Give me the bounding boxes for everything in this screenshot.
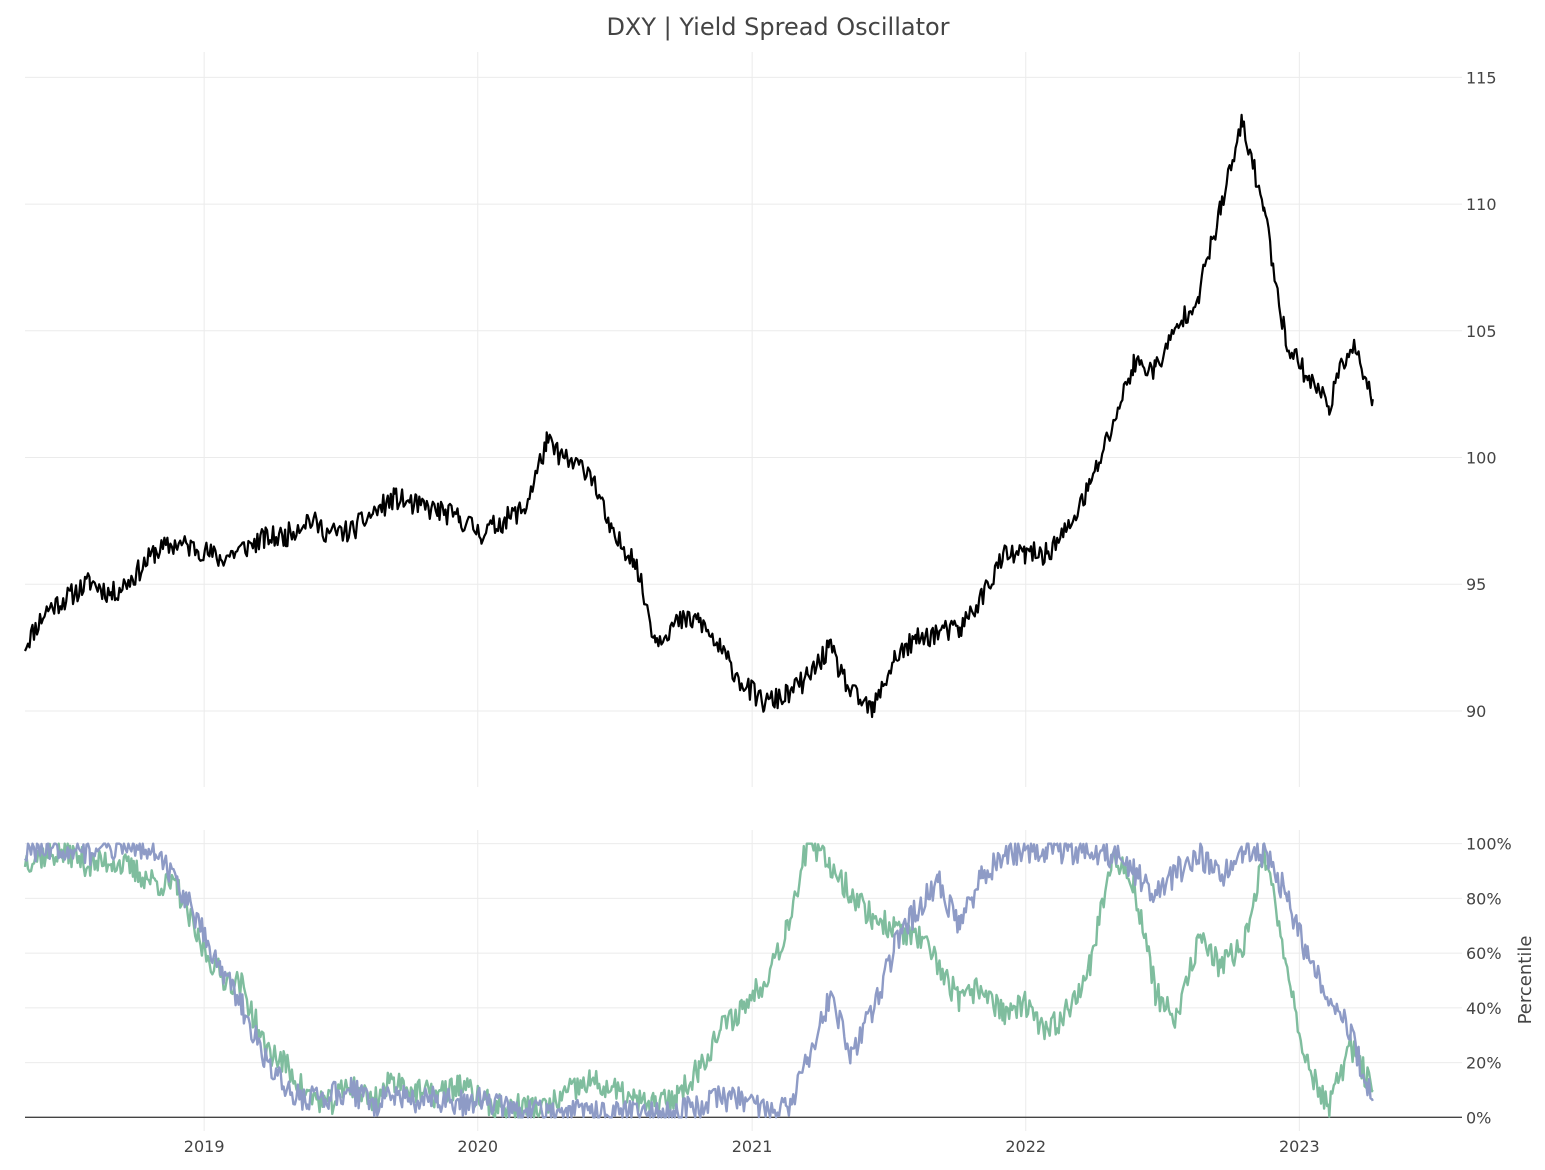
y-tick-label-price: 100 xyxy=(1466,449,1497,468)
price-panel: 90 95 100 105 110 115 xyxy=(23,52,1497,787)
chart-title: DXY | Yield Spread Oscillator xyxy=(606,13,949,41)
y-tick-label-oscillator: 20% xyxy=(1466,1054,1502,1073)
oscillator-series-1-line xyxy=(24,842,1374,1119)
y-tick-label-oscillator: 60% xyxy=(1466,944,1502,963)
price-series-0-line xyxy=(23,113,1374,719)
x-tick-label-2021: 2021 xyxy=(732,1137,773,1156)
y-tick-label-price: 110 xyxy=(1466,195,1497,214)
y-tick-label-price: 90 xyxy=(1466,702,1486,721)
oscillator-panel: 0% 20% 40% 60% 80% 100% xyxy=(23,830,1512,1131)
x-tick-label-2023: 2023 xyxy=(1279,1137,1320,1156)
y-tick-label-price: 115 xyxy=(1466,68,1497,87)
x-tick-label-2019: 2019 xyxy=(184,1137,225,1156)
x-tick-label-2020: 2020 xyxy=(457,1137,498,1156)
y-tick-label-price: 95 xyxy=(1466,575,1486,594)
x-tick-label-2022: 2022 xyxy=(1005,1137,1046,1156)
y-tick-label-price: 105 xyxy=(1466,322,1497,341)
y-tick-label-oscillator: 80% xyxy=(1466,889,1502,908)
oscillator-series-0-line xyxy=(23,842,1374,1119)
y-tick-label-oscillator: 100% xyxy=(1466,835,1512,854)
y-tick-label-oscillator: 40% xyxy=(1466,999,1502,1018)
x-axis: 2019 2020 2021 2022 2023 xyxy=(184,1137,1320,1156)
y-tick-label-oscillator: 0% xyxy=(1466,1108,1491,1127)
oscillator-y-axis-title: Percentile xyxy=(1515,936,1536,1025)
